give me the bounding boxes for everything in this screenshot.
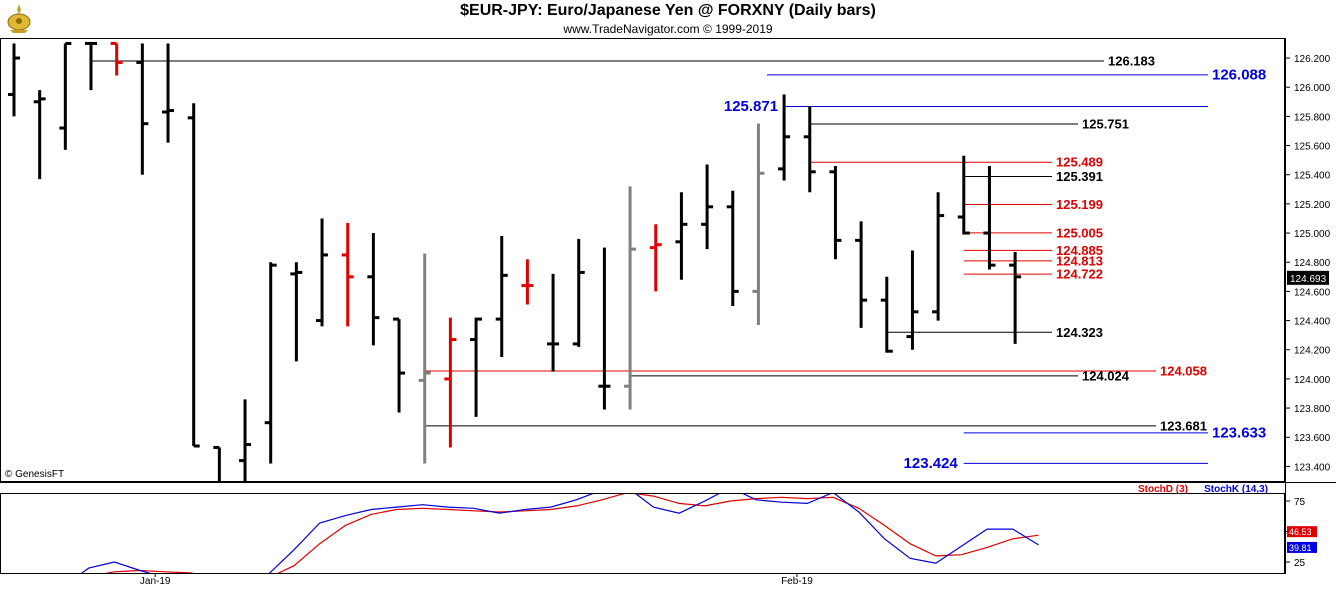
price-tick-label: 124.200 bbox=[1294, 346, 1331, 357]
price-level-label: 125.489 bbox=[1056, 155, 1103, 170]
price-tick-label: 125.600 bbox=[1294, 142, 1331, 153]
stoch-tick-label: 25 bbox=[1294, 558, 1306, 569]
price-level-label: 123.633 bbox=[1212, 424, 1266, 441]
price-level-label: 124.058 bbox=[1160, 363, 1207, 378]
price-level-label: 124.813 bbox=[1056, 253, 1103, 268]
chart-subtitle: www.TradeNavigator.com © 1999-2019 bbox=[563, 22, 773, 36]
price-level-label: 126.088 bbox=[1212, 66, 1266, 83]
price-level-label: 126.183 bbox=[1108, 54, 1155, 69]
price-level-label: 124.722 bbox=[1056, 267, 1103, 282]
price-level-label: 125.751 bbox=[1082, 117, 1129, 132]
price-panel-border bbox=[0, 38, 1285, 482]
price-tick-label: 126.200 bbox=[1294, 54, 1331, 65]
price-bars bbox=[8, 41, 1022, 482]
stochk-last-box bbox=[1287, 541, 1317, 553]
stochd-line bbox=[104, 494, 1039, 573]
price-tick-label: 123.600 bbox=[1294, 433, 1331, 444]
chart-title: $EUR-JPY: Euro/Japanese Yen @ FORXNY (Da… bbox=[460, 2, 876, 19]
stoch-legend-k: StochK (14,3) bbox=[1204, 484, 1268, 495]
price-tick-label: 125.400 bbox=[1294, 171, 1331, 182]
price-tick-label: 124.000 bbox=[1294, 375, 1331, 386]
price-tick-label: 123.400 bbox=[1294, 462, 1331, 473]
date-tick-label: Feb-19 bbox=[781, 576, 813, 587]
price-level-label: 125.199 bbox=[1056, 197, 1103, 212]
price-level-label: 125.005 bbox=[1056, 225, 1103, 240]
price-level-label: 124.323 bbox=[1056, 325, 1103, 340]
price-tick-label: 125.800 bbox=[1294, 112, 1331, 123]
stochk-last-label: 39.81 bbox=[1289, 543, 1312, 553]
price-level-label: 125.871 bbox=[724, 98, 778, 115]
price-tick-label: 124.400 bbox=[1294, 317, 1331, 328]
stochd-last-label: 46.53 bbox=[1289, 527, 1312, 537]
price-level-label: 123.681 bbox=[1160, 418, 1207, 433]
stoch-panel-border bbox=[0, 493, 1285, 574]
price-tick-label: 123.800 bbox=[1294, 404, 1331, 415]
price-tick-label: 124.800 bbox=[1294, 258, 1331, 269]
price-tick-label: 126.000 bbox=[1294, 83, 1331, 94]
stoch-tick-label: 75 bbox=[1294, 497, 1306, 508]
price-level-label: 124.024 bbox=[1082, 368, 1130, 383]
price-tick-label: 124.600 bbox=[1294, 287, 1331, 298]
stochd-last-box bbox=[1287, 526, 1317, 538]
price-level-label: 124.885 bbox=[1056, 243, 1103, 258]
price-tick-label: 125.000 bbox=[1294, 229, 1331, 240]
stoch-legend-d: StochD (3) bbox=[1138, 484, 1188, 495]
price-level-label: 123.424 bbox=[904, 455, 959, 472]
copyright-text: © GenesisFT bbox=[5, 469, 65, 480]
last-price-label: 124.693 bbox=[1290, 274, 1327, 285]
price-levels: 126.183 126.088 125.871 125.751 125.489125.3… bbox=[92, 54, 1266, 472]
price-tick-label: 125.200 bbox=[1294, 200, 1331, 211]
date-axis: Jan-19 Feb-19 bbox=[140, 573, 813, 587]
last-price-box bbox=[1287, 270, 1329, 285]
price-axis: 126.200 126.000 125.800 125.600 125.400 125.2… bbox=[1285, 54, 1331, 473]
genesis-logo-icon bbox=[4, 2, 34, 34]
date-tick-label: Jan-19 bbox=[140, 576, 171, 587]
stochk-line bbox=[80, 494, 1039, 573]
price-level-label: 125.391 bbox=[1056, 169, 1103, 184]
chart-frame bbox=[0, 38, 1336, 574]
